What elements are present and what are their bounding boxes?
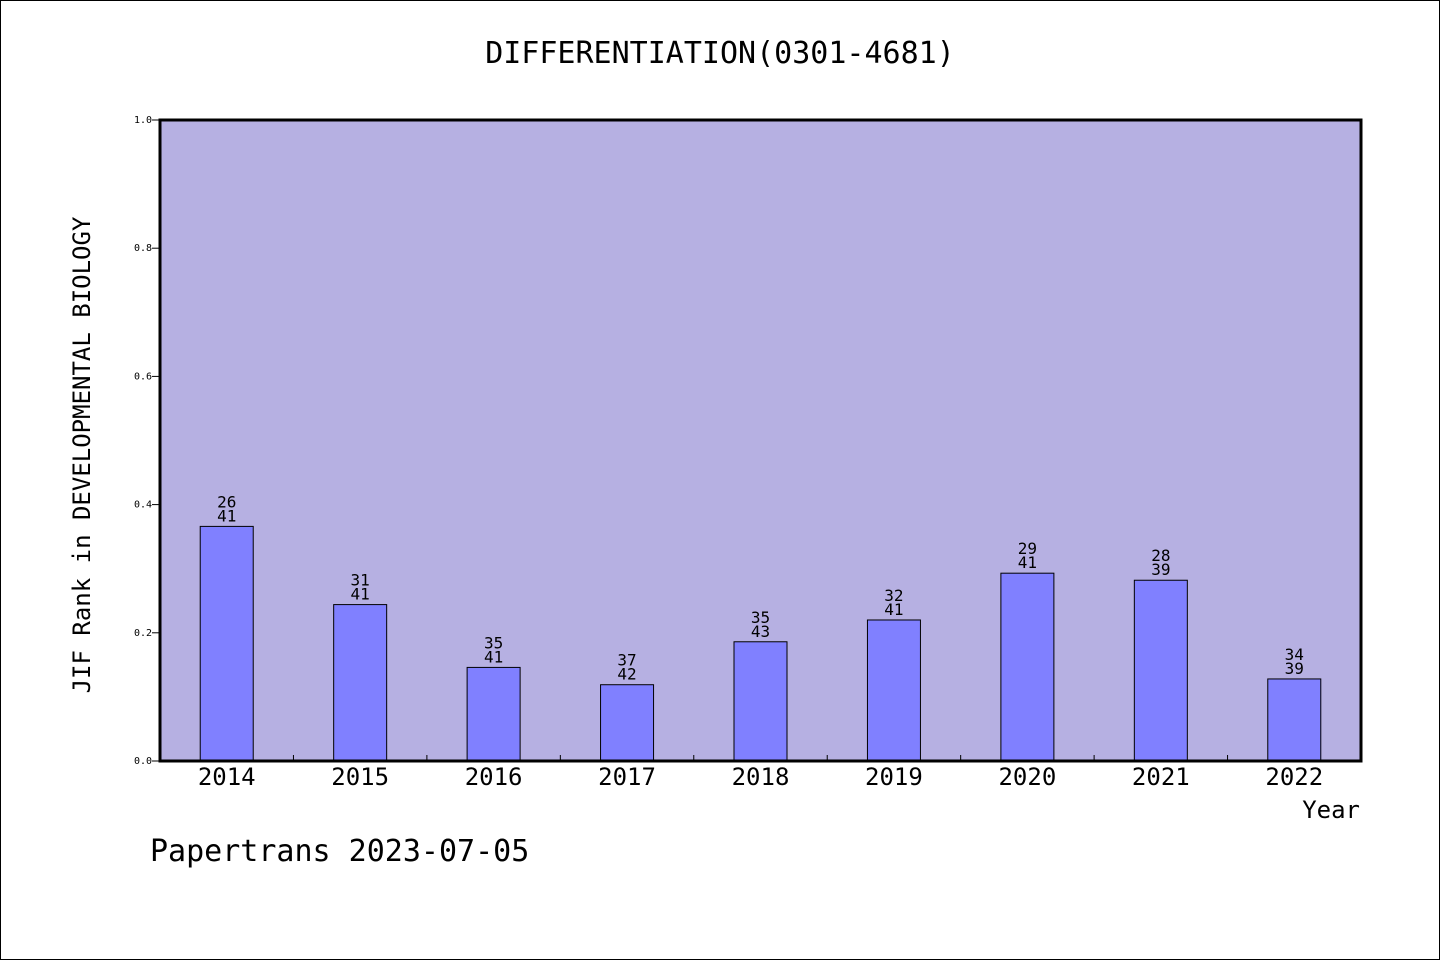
x-tick-label: 2014 — [198, 763, 256, 791]
footer-credit: Papertrans 2023-07-05 — [150, 834, 530, 869]
bar-total-label: 42 — [617, 665, 636, 684]
x-tick-label: 2015 — [331, 763, 389, 791]
bar-total-label: 39 — [1285, 659, 1304, 678]
chart-title: DIFFERENTIATION(0301-4681) — [485, 36, 955, 71]
bar-total-label: 41 — [217, 506, 236, 525]
bar-total-label: 39 — [1151, 560, 1170, 579]
y-tick-label: 0.4 — [134, 500, 152, 511]
bar-rank-label: 29 — [1018, 539, 1037, 558]
bar — [1267, 678, 1322, 762]
x-tick-label: 2022 — [1265, 763, 1323, 791]
bar-total-label: 41 — [484, 647, 503, 666]
bar-total-label: 43 — [751, 622, 770, 641]
bar-rank-label: 35 — [751, 608, 770, 627]
bar-rank-label: 35 — [484, 633, 503, 652]
y-tick-label: 0.6 — [134, 371, 152, 382]
plot-border — [158, 118, 1363, 763]
bar-rank-label: 34 — [1285, 645, 1304, 664]
bar-rank-label: 32 — [884, 586, 903, 605]
x-tick-label: 2017 — [598, 763, 656, 791]
y-tick-label: 1.0 — [134, 115, 152, 126]
x-tick-label: 2018 — [732, 763, 790, 791]
x-tick-label: 2019 — [865, 763, 923, 791]
y-tick-label: 0.2 — [134, 628, 152, 639]
y-tick-label: 0.8 — [134, 243, 152, 254]
x-tick-label: 2021 — [1132, 763, 1190, 791]
bar — [600, 684, 655, 762]
bar-total-label: 41 — [1018, 553, 1037, 572]
bar-rank-label: 31 — [351, 571, 370, 590]
bar-rank-label: 28 — [1151, 546, 1170, 565]
bar — [199, 525, 254, 762]
x-axis-label: Year — [1302, 796, 1360, 824]
x-tick-label: 2016 — [465, 763, 523, 791]
x-tick-label: 2020 — [998, 763, 1056, 791]
bar — [466, 666, 521, 762]
bar — [733, 641, 788, 762]
bar — [866, 619, 921, 762]
bar — [1133, 579, 1188, 762]
bar-total-label: 41 — [351, 585, 370, 604]
bar — [1000, 572, 1055, 762]
bar-total-label: 41 — [884, 600, 903, 619]
bar-rank-label: 37 — [617, 651, 636, 670]
y-tick-label: 0.0 — [134, 756, 152, 767]
bar-rank-label: 26 — [217, 492, 236, 511]
bar — [333, 604, 388, 762]
